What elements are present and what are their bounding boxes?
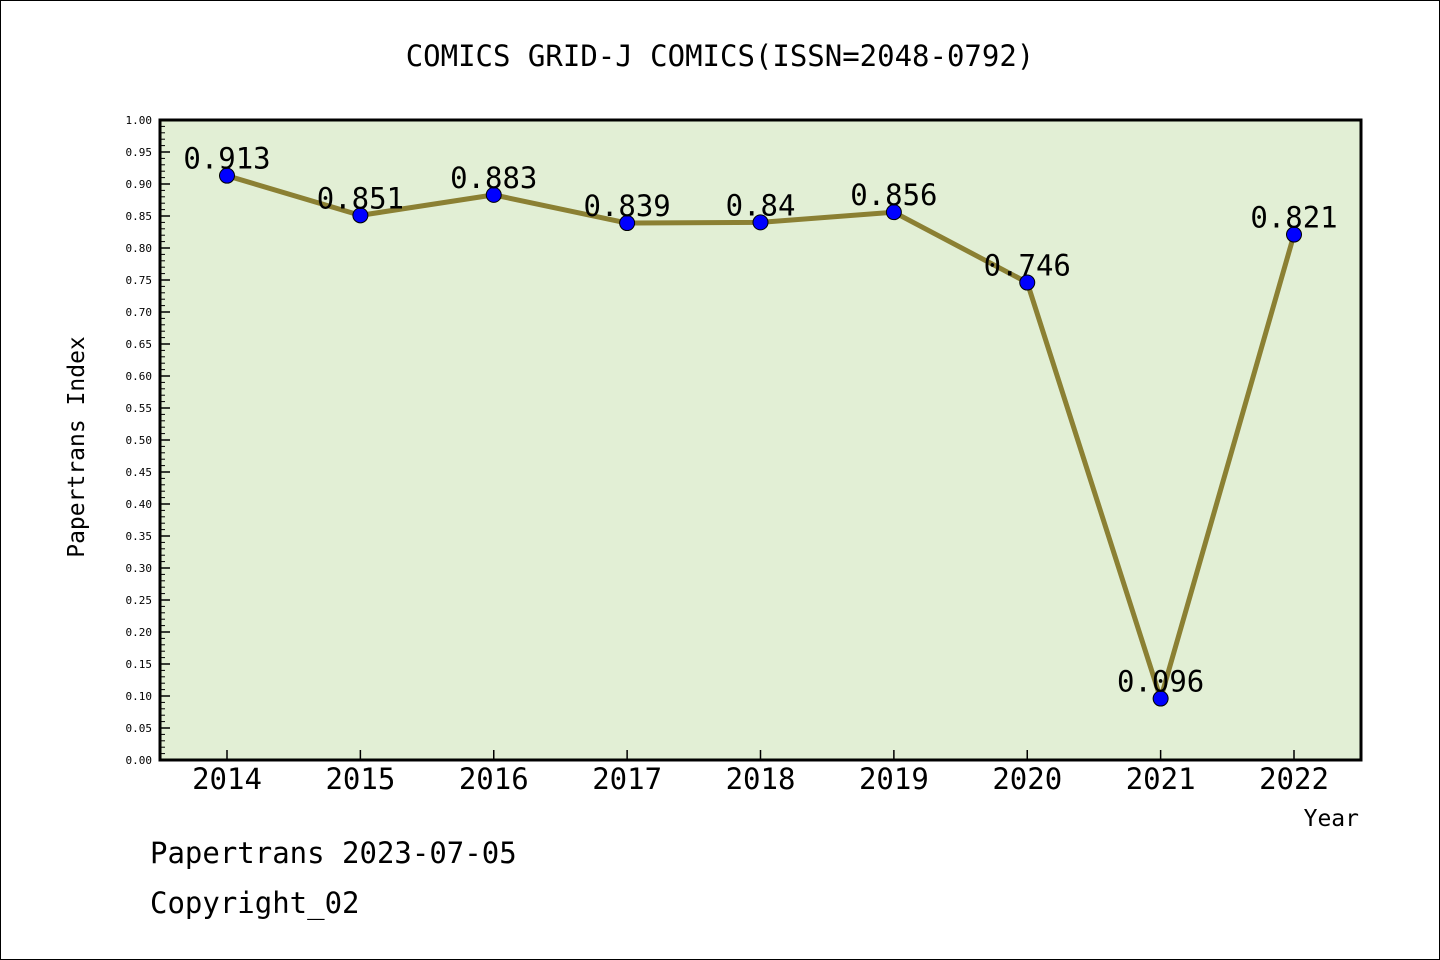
y-tick-label: 0.50 xyxy=(126,434,153,447)
y-tick-label: 0.55 xyxy=(126,402,153,415)
data-point xyxy=(219,167,235,184)
y-tick-label: 0.25 xyxy=(126,594,153,607)
y-tick-label: 0.10 xyxy=(126,690,153,703)
chart-title: COMICS GRID-J COMICS(ISSN=2048-0792) xyxy=(406,39,1035,73)
data-label: 0.839 xyxy=(583,189,670,223)
y-tick-label: 0.60 xyxy=(126,370,153,383)
data-point xyxy=(752,214,769,231)
data-label: 0.883 xyxy=(450,161,537,195)
data-label: 0.821 xyxy=(1250,201,1337,235)
x-tick-label: 2019 xyxy=(859,762,929,796)
x-tick-label: 2015 xyxy=(325,762,395,796)
y-tick-label: 0.65 xyxy=(126,338,153,351)
data-label: 0.856 xyxy=(850,178,937,212)
data-point xyxy=(885,204,902,221)
data-label: 0.851 xyxy=(317,181,404,215)
y-tick-label: 0.90 xyxy=(126,178,153,191)
data-label: 0.096 xyxy=(1117,665,1204,699)
y-tick-label: 0.00 xyxy=(126,754,153,767)
y-tick-label: 0.80 xyxy=(126,242,153,255)
x-tick-label: 2021 xyxy=(1126,762,1196,796)
y-tick-label: 0.45 xyxy=(126,466,153,479)
data-point xyxy=(619,215,636,232)
y-tick-label: 0.35 xyxy=(126,530,153,543)
data-point xyxy=(1152,690,1169,707)
x-tick-label: 2016 xyxy=(459,762,529,796)
y-axis-label: Papertrans Index xyxy=(64,336,90,558)
y-tick-label: 0.95 xyxy=(126,146,153,159)
data-label: 0.913 xyxy=(183,142,270,176)
plot-border xyxy=(158,118,1363,762)
x-axis-label: Year xyxy=(1304,806,1359,832)
y-tick-label: 0.20 xyxy=(126,626,153,639)
x-axis-ticks: 2014 2015 2016 2017 2018 2019 2020 2021 2022 xyxy=(192,750,1329,796)
x-tick-label: 2014 xyxy=(192,762,262,796)
x-tick-label: 2020 xyxy=(992,762,1062,796)
y-axis-ticks: 0.00 0.05 0.10 0.15 0.20 0.25 0.30 0.35 0.40 0.45… xyxy=(126,114,170,767)
y-tick-label: 0.75 xyxy=(126,274,153,287)
data-point xyxy=(1019,274,1036,291)
series-markers xyxy=(219,167,1302,707)
footer-copyright-text: Copyright_02 xyxy=(150,886,360,920)
y-tick-label: 0.85 xyxy=(126,210,153,223)
x-tick-label: 2017 xyxy=(592,762,662,796)
data-label: 0.84 xyxy=(726,188,796,222)
y-tick-label: 0.30 xyxy=(126,562,153,575)
y-tick-label: 0.70 xyxy=(126,306,153,319)
x-tick-label: 2018 xyxy=(726,762,796,796)
footer-date-text: Papertrans 2023-07-05 xyxy=(150,836,517,870)
y-tick-label: 0.40 xyxy=(126,498,153,511)
y-tick-label: 0.05 xyxy=(126,722,153,735)
x-tick-label: 2022 xyxy=(1259,762,1329,796)
data-labels: 0.913 0.851 0.883 0.839 0.84 0.856 0.746 0.096 0… xyxy=(183,142,1337,699)
y-tick-label: 0.15 xyxy=(126,658,153,671)
data-point xyxy=(352,207,369,224)
data-point xyxy=(485,186,502,203)
y-tick-label: 1.00 xyxy=(126,114,153,127)
data-point xyxy=(1286,226,1302,243)
data-label: 0.746 xyxy=(984,249,1071,283)
